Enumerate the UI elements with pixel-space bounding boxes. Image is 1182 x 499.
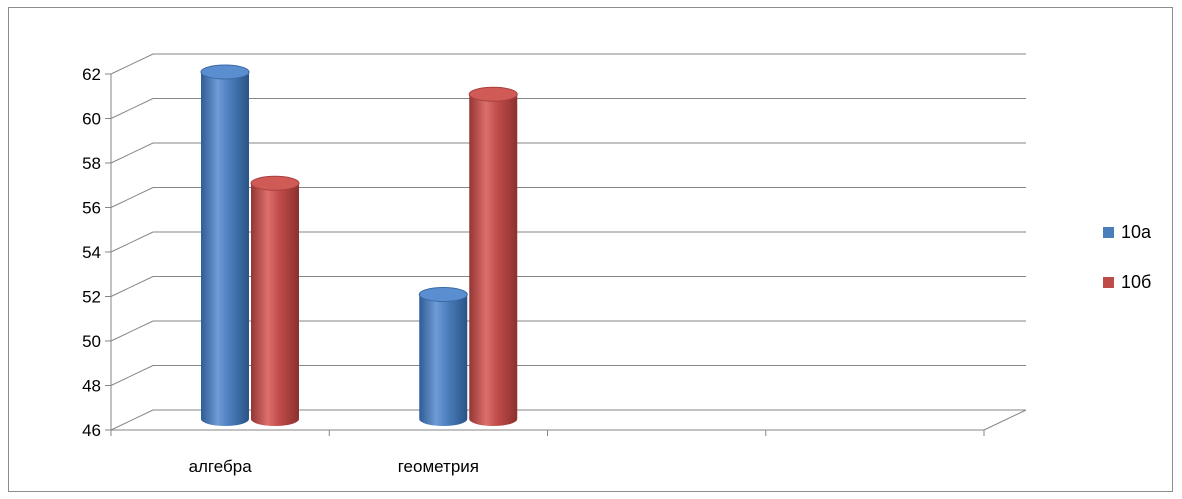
y-tick-label-52: 52: [82, 288, 101, 307]
legend-item-10a: 10а: [1103, 222, 1151, 243]
legend-swatch-10b: [1103, 277, 1114, 288]
y-tick-label-48: 48: [82, 377, 101, 396]
bars: [200, 64, 518, 426]
x-tick-label-0: алгебра: [189, 457, 253, 476]
gridline-58: [110, 142, 1026, 164]
legend-label-10a: 10а: [1121, 222, 1152, 242]
y-tick-label-50: 50: [82, 332, 101, 351]
bar-10б-алгебра: [250, 175, 300, 426]
bar-10б-геометрия: [468, 86, 518, 426]
bar-10а-геометрия: [418, 287, 468, 426]
gridline-60: [110, 98, 1026, 119]
y-tick-label-60: 60: [82, 110, 101, 129]
gridline-62: [110, 53, 1026, 75]
y-tick-label-56: 56: [82, 199, 101, 218]
legend-item-10b: 10б: [1103, 272, 1151, 293]
bar-chart: 46 48 50 52 54 56 58 60 62 алгебра геометрия: [82, 53, 1027, 476]
y-tick-label-62: 62: [82, 65, 101, 84]
bar-10а-алгебра: [200, 64, 250, 426]
x-tick-label-1: геометрия: [398, 457, 479, 476]
legend-label-10b: 10б: [1121, 272, 1152, 292]
chart-area: 46 48 50 52 54 56 58 60 62 алгебра геометрия 10а 1…: [8, 7, 1173, 492]
floor-edge: [983, 409, 1027, 431]
legend-swatch-10a: [1103, 227, 1114, 238]
y-tick-label-54: 54: [82, 243, 101, 262]
y-tick-label-46: 46: [82, 421, 101, 440]
y-tick-label-58: 58: [82, 154, 101, 173]
axes: 46 48 50 52 54 56 58 60 62 алгебра геометрия: [82, 65, 1027, 476]
